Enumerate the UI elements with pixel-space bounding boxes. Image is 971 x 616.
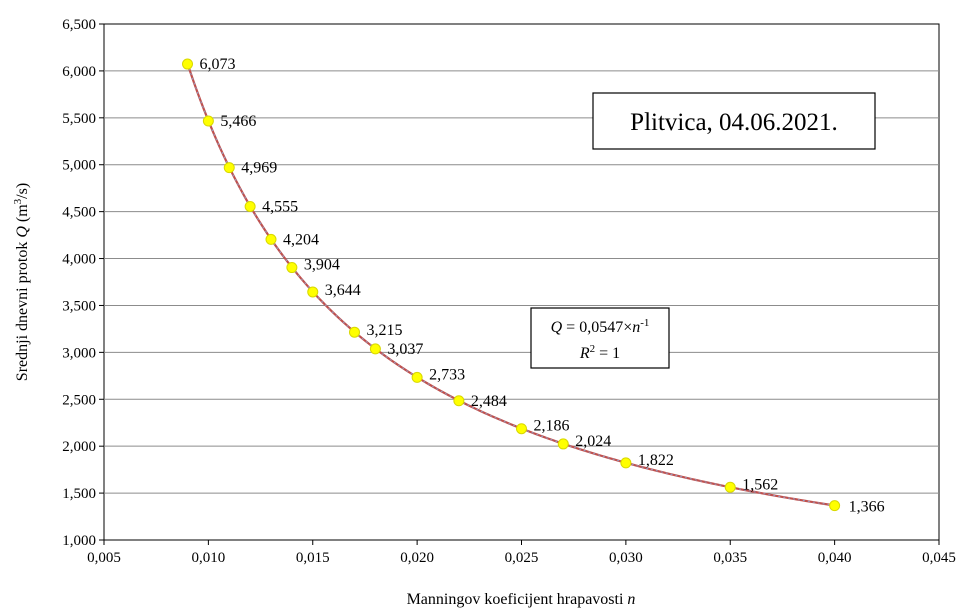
data-labels: 6,073 5,466 4,969 4,555 4,204 3,904 3,644 3,215…: [200, 56, 885, 516]
data-label: 2,024: [575, 433, 611, 450]
r-squared-line: R2 = 1: [579, 343, 620, 362]
equation-line: Q = 0,0547×n-1: [551, 317, 650, 336]
y-tick-label: 6,500: [62, 17, 96, 33]
data-point: [369, 343, 381, 355]
data-point: [557, 438, 569, 450]
x-tick-label: 0,020: [400, 550, 434, 566]
data-label: 3,904: [304, 257, 340, 274]
data-label: 2,733: [429, 366, 465, 383]
y-tick-label: 4,000: [62, 252, 96, 268]
data-point: [453, 395, 465, 407]
annotation-box: [592, 92, 876, 150]
data-point: [411, 371, 423, 383]
y-tick-label: 3,500: [62, 298, 96, 314]
data-label: 4,555: [262, 198, 298, 215]
data-label: 6,073: [200, 56, 236, 73]
x-tick-label: 0,005: [87, 550, 121, 566]
data-point: [516, 423, 527, 435]
data-point: [286, 262, 298, 274]
x-tick-label: 0,045: [922, 550, 956, 566]
data-label: 4,204: [283, 231, 319, 248]
y-tick-label: 2,000: [62, 439, 96, 455]
data-point: [244, 200, 256, 212]
y-tick-labels: 1,000 1,500 2,000 2,500 3,000 3,500 4,000 4,500…: [62, 17, 96, 549]
x-axis-title: Manningov koeficijent hrapavosti n: [407, 591, 636, 608]
data-label: 2,186: [534, 418, 570, 435]
data-label: 1,822: [638, 452, 674, 469]
x-tick-label: 0,030: [609, 550, 643, 566]
y-tick-label: 5,000: [62, 158, 96, 174]
data-point: [202, 115, 214, 127]
data-point: [349, 326, 360, 338]
x-tick-labels: 0,005 0,010 0,015 0,020 0,025 0,030 0,035 0,040…: [87, 550, 956, 566]
y-tick-label: 1,500: [62, 486, 96, 502]
data-point: [265, 233, 277, 245]
data-point: [620, 457, 632, 469]
equation-box: [530, 307, 670, 369]
x-tick-label: 0,025: [505, 550, 539, 566]
data-label: 2,484: [471, 393, 507, 410]
data-label: 4,969: [241, 160, 277, 177]
y-tick-label: 3,000: [62, 345, 96, 361]
data-label: 3,037: [387, 341, 423, 358]
data-label: 1,366: [849, 499, 885, 516]
gridlines: [99, 23, 940, 545]
data-point: [829, 500, 841, 512]
data-label: 5,466: [220, 113, 256, 130]
data-point: [223, 162, 235, 174]
x-tick-label: 0,040: [818, 550, 852, 566]
x-tick-label: 0,035: [713, 550, 747, 566]
y-axis-title: Srednji dnevni protok Q (m3/s): [12, 183, 31, 381]
data-markers: [182, 58, 841, 512]
data-point: [724, 481, 736, 493]
data-label: 3,644: [325, 282, 361, 299]
annotation-text: Plitvica, 04.06.2021.: [630, 109, 838, 136]
y-tick-label: 5,500: [62, 111, 96, 127]
y-tick-label: 1,000: [62, 533, 96, 549]
data-point: [307, 286, 319, 298]
x-tick-label: 0,010: [192, 550, 226, 566]
data-label: 1,562: [742, 476, 778, 493]
y-tick-label: 6,000: [62, 64, 96, 80]
x-tick-label: 0,015: [296, 550, 330, 566]
y-tick-label: 4,500: [62, 205, 96, 221]
data-point: [182, 58, 193, 70]
data-label: 3,215: [367, 322, 403, 339]
y-tick-label: 2,500: [62, 392, 96, 408]
